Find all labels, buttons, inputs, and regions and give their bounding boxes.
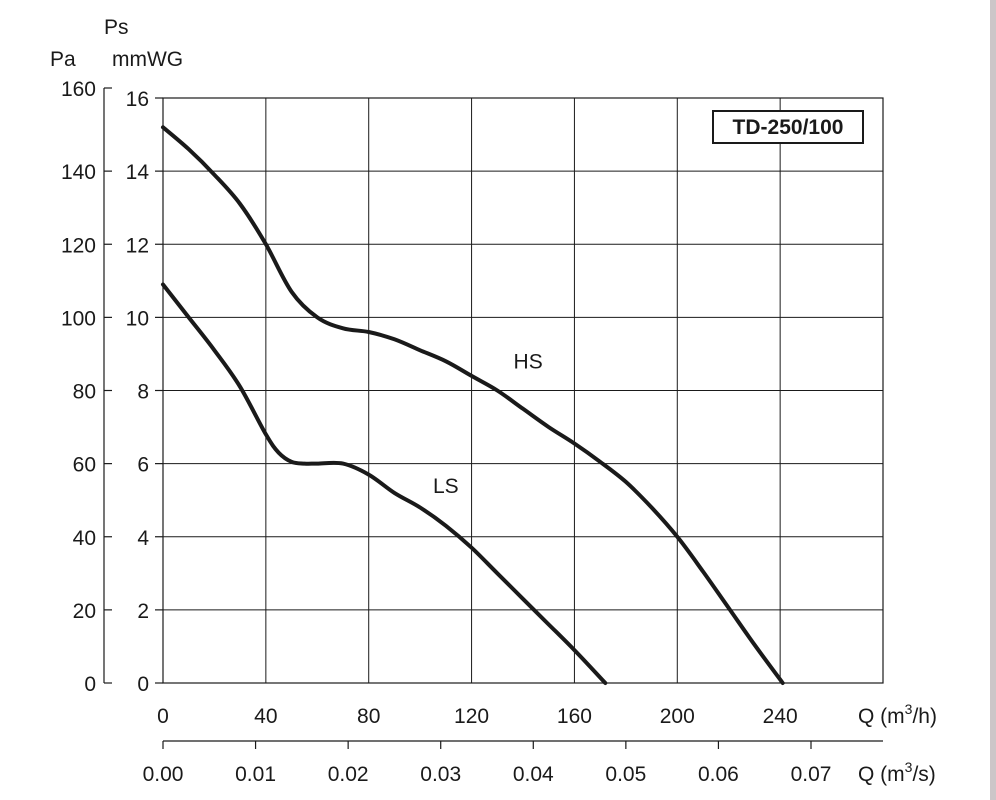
series-layer: HS LS	[161, 125, 785, 685]
x-secondary-tick-label: 0.00	[143, 763, 184, 786]
y-left-tick-label: 60	[73, 454, 96, 477]
x-secondary-tick-label: 0.06	[698, 763, 739, 786]
series-label-hs: HS	[514, 351, 543, 374]
grid	[163, 98, 883, 683]
y-left-tick-label: 20	[73, 600, 96, 623]
x-secondary-axis-title: Q (m3/s)	[858, 759, 936, 786]
y-right-tick-label: 12	[126, 234, 149, 257]
y-right-tick-label: 14	[126, 161, 150, 184]
x-primary-tick-label: 240	[763, 705, 798, 728]
model-label-box	[712, 110, 864, 144]
x-primary-tick-label: 120	[454, 705, 489, 728]
y-left-tick-label: 140	[61, 161, 96, 184]
y-right-axis-unit: mmWG	[112, 48, 183, 71]
y-right-tick-label: 8	[137, 381, 149, 404]
y-right-tick-label: 16	[126, 88, 149, 111]
series-line-hs	[161, 125, 785, 685]
x-primary-tick-label: 160	[557, 705, 592, 728]
x-secondary-tick-label: 0.07	[791, 763, 832, 786]
y-right-tick-label: 10	[126, 307, 149, 330]
x-primary-tick-label: 200	[660, 705, 695, 728]
x-secondary-tick-label: 0.03	[420, 763, 461, 786]
x-secondary-tick-label: 0.05	[605, 763, 646, 786]
y-left-tick-label: 160	[61, 78, 96, 101]
y-right-tick-label: 6	[137, 454, 149, 477]
y-left-axis-title: Pa	[50, 48, 76, 71]
x-primary-tick-label: 0	[157, 705, 169, 728]
y-right-tick-label: 4	[137, 527, 149, 550]
y-right-tick-label: 2	[137, 600, 149, 623]
x-secondary-tick-label: 0.01	[235, 763, 276, 786]
x-primary-tick-label: 80	[357, 705, 380, 728]
y-left-tick-label: 80	[73, 381, 96, 404]
x-secondary-tick-label: 0.04	[513, 763, 554, 786]
y-left-tick-label: 120	[61, 234, 96, 257]
y-right-axis-title: Ps	[104, 16, 129, 39]
x-secondary-tick-label: 0.02	[328, 763, 369, 786]
y-left-tick-label: 40	[73, 527, 96, 550]
model-label: TD-250/100	[733, 116, 844, 139]
x-primary-axis-title: Q (m3/h)	[858, 701, 937, 728]
x-primary-tick-label: 40	[254, 705, 277, 728]
y-left-tick-label: 100	[61, 307, 96, 330]
series-line-ls	[161, 282, 608, 685]
y-left-tick-label: 0	[84, 673, 96, 696]
series-label-ls: LS	[433, 475, 459, 498]
y-right-tick-label: 0	[137, 673, 149, 696]
